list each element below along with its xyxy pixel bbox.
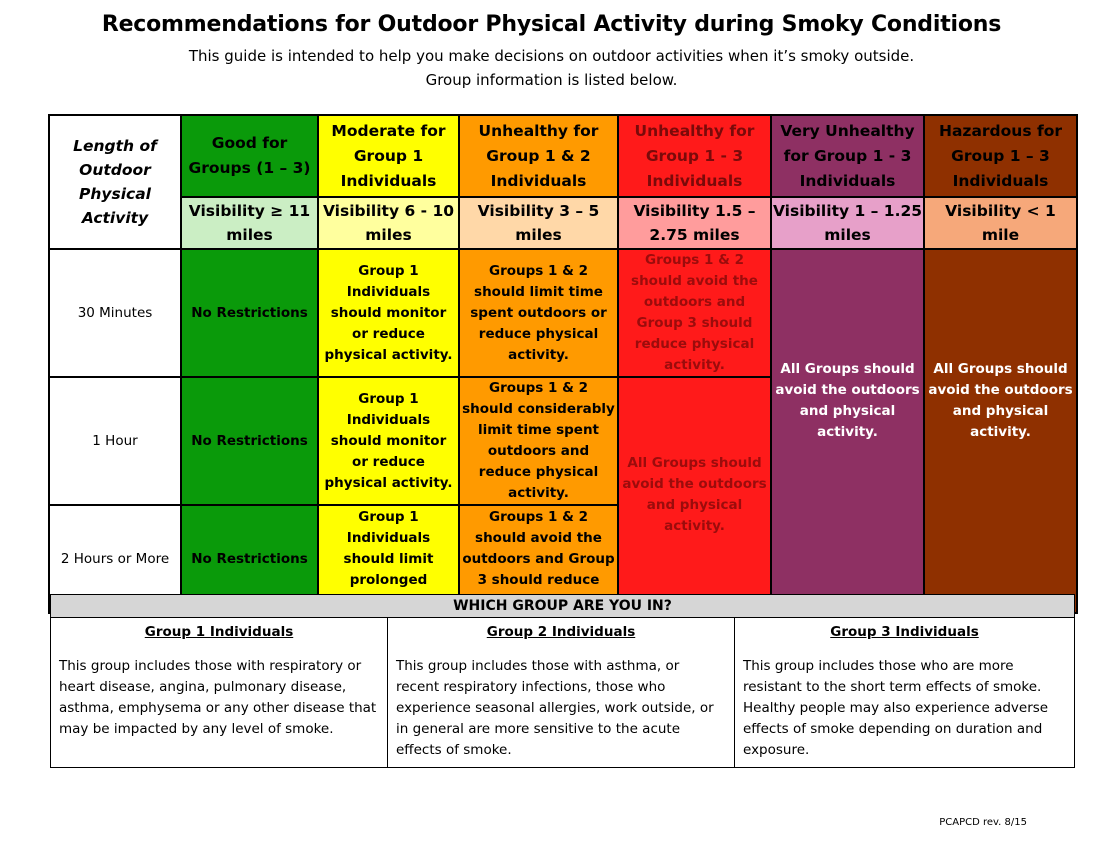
which-group-header: WHICH GROUP ARE YOU IN?	[50, 594, 1075, 618]
visibility-unhealthy-groups-1-3: Visibility 1.5 – 2.75 miles	[617, 196, 772, 250]
category-very-unhealthy-header: Very Unhealthy for Group 1 - 3 Individua…	[770, 114, 925, 198]
category-moderate-header: Moderate for Group 1 Individuals	[317, 114, 460, 198]
group-1-title: Group 1 Individuals	[144, 624, 294, 640]
page-title: Recommendations for Outdoor Physical Act…	[101, 12, 1002, 37]
visibility-moderate: Visibility 6 - 10 miles	[317, 196, 460, 250]
duration-30-minutes: 30 Minutes	[48, 248, 182, 378]
group-2-description: This group includes those with asthma, o…	[396, 658, 714, 758]
group-1-column: Group 1 Individuals This group includes …	[50, 617, 388, 768]
cell-very-unhealthy-all: All Groups should avoid the outdoors and…	[770, 248, 925, 614]
revision-footer: PCAPCD rev. 8/15	[939, 817, 1027, 828]
group-3-title: Group 3 Individuals	[830, 624, 979, 640]
cell-30min-good: No Restrictions	[180, 248, 319, 378]
visibility-very-unhealthy: Visibility 1 – 1.25 miles	[770, 196, 925, 250]
group-2-column: Group 2 Individuals This group includes …	[387, 617, 735, 768]
cell-1hour-unhealthy-1-2: Groups 1 & 2 should considerably limit t…	[458, 376, 619, 506]
duration-1-hour: 1 Hour	[48, 376, 182, 506]
category-unhealthy-groups-1-3-header: Unhealthy for Group 1 - 3 Individuals	[617, 114, 772, 198]
cell-1hour-good: No Restrictions	[180, 376, 319, 506]
subtitle-line-2: Group information is listed below.	[425, 71, 678, 89]
cell-30min-unhealthy-1-3: Groups 1 & 2 should avoid the outdoors a…	[617, 248, 772, 378]
cell-unhealthy-1-3-all: All Groups should avoid the outdoors and…	[617, 376, 772, 614]
visibility-good: Visibility ≥ 11 miles	[180, 196, 319, 250]
category-unhealthy-groups-1-2-header: Unhealthy for Group 1 & 2 Individuals	[458, 114, 619, 198]
visibility-unhealthy-groups-1-2: Visibility 3 – 5 miles	[458, 196, 619, 250]
cell-1hour-moderate: Group 1 Individuals should monitor or re…	[317, 376, 460, 506]
visibility-hazardous: Visibility < 1 mile	[923, 196, 1078, 250]
group-definitions-table: WHICH GROUP ARE YOU IN? Group 1 Individu…	[50, 594, 1075, 768]
cell-hazardous-all: All Groups should avoid the outdoors and…	[923, 248, 1078, 614]
subtitle-line-1: This guide is intended to help you make …	[188, 47, 915, 65]
cell-30min-moderate: Group 1 Individuals should monitor or re…	[317, 248, 460, 378]
group-3-column: Group 3 Individuals This group includes …	[734, 617, 1075, 768]
activity-recommendation-table: Length of Outdoor Physical Activity Good…	[48, 114, 1078, 614]
category-hazardous-header: Hazardous for Group 1 – 3 Individuals	[923, 114, 1078, 198]
group-3-description: This group includes those who are more r…	[743, 658, 1049, 758]
category-good-header: Good for Groups (1 – 3)	[180, 114, 319, 198]
length-of-activity-header: Length of Outdoor Physical Activity	[48, 114, 182, 250]
cell-30min-unhealthy-1-2: Groups 1 & 2 should limit time spent out…	[458, 248, 619, 378]
group-1-description: This group includes those with respirato…	[59, 658, 377, 737]
group-2-title: Group 2 Individuals	[486, 624, 636, 640]
